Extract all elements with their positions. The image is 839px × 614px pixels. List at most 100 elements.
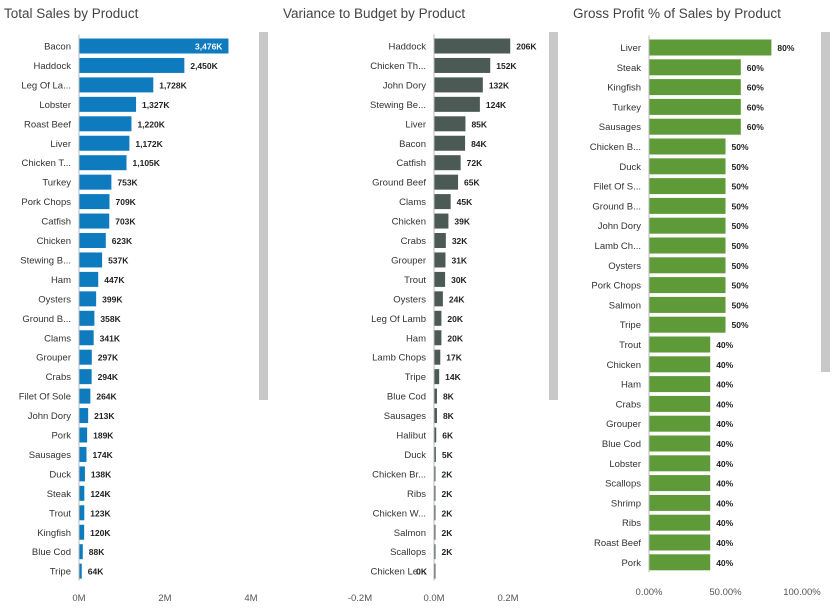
sales-bar[interactable] (79, 213, 110, 229)
variance-bar[interactable] (434, 135, 466, 151)
profit-bar[interactable] (649, 554, 711, 571)
variance-data-label: 2K (442, 508, 454, 518)
variance-bar[interactable] (434, 57, 491, 73)
profit-bar[interactable] (649, 475, 711, 492)
profit-bar[interactable] (649, 217, 726, 234)
profit-bar[interactable] (649, 494, 711, 511)
sales-bar[interactable] (79, 116, 132, 132)
variance-bar[interactable] (434, 252, 446, 268)
sales-bar[interactable] (79, 427, 88, 443)
variance-bar[interactable] (434, 330, 442, 346)
variance-category-label: Tripe (405, 372, 426, 383)
variance-bar[interactable] (434, 446, 436, 462)
profit-bar[interactable] (649, 178, 726, 195)
variance-bar[interactable] (434, 427, 437, 443)
variance-bar[interactable] (434, 485, 436, 501)
variance-category-label: Duck (404, 450, 426, 461)
variance-data-label: 6K (442, 431, 454, 441)
profit-bar[interactable] (649, 237, 726, 254)
profit-bar[interactable] (649, 376, 711, 393)
sales-scrollbar[interactable] (259, 32, 268, 400)
sales-bar[interactable] (79, 408, 89, 424)
variance-category-label: Oysters (393, 294, 426, 305)
profit-bar[interactable] (649, 534, 711, 551)
variance-bar[interactable] (434, 369, 440, 385)
variance-bar[interactable] (434, 310, 442, 326)
profit-bar[interactable] (649, 59, 741, 76)
sales-bar[interactable] (79, 466, 85, 482)
profit-bar[interactable] (649, 138, 726, 155)
profit-bar[interactable] (649, 98, 741, 115)
sales-bar[interactable] (79, 57, 185, 73)
sales-bar[interactable] (79, 330, 94, 346)
variance-bar[interactable] (434, 77, 483, 93)
sales-bar[interactable] (79, 96, 137, 112)
sales-bar[interactable] (79, 446, 87, 462)
profit-bar[interactable] (649, 336, 711, 353)
variance-bar[interactable] (434, 271, 446, 287)
sales-category-label: Liver (50, 139, 71, 150)
variance-category-label: Leg Of Lamb (371, 314, 426, 325)
variance-bar[interactable] (434, 116, 466, 132)
profit-bar[interactable] (649, 296, 726, 313)
profit-bar[interactable] (649, 158, 726, 175)
variance-bar[interactable] (434, 213, 449, 229)
variance-bar[interactable] (434, 544, 436, 560)
sales-bar[interactable] (79, 485, 85, 501)
variance-scrollbar[interactable] (549, 32, 558, 400)
sales-bar[interactable] (79, 174, 112, 190)
profit-category-label: Chicken B... (590, 142, 641, 153)
sales-category-label: Chicken T... (22, 158, 71, 169)
profit-bar[interactable] (649, 395, 711, 412)
sales-bar[interactable] (79, 38, 229, 54)
profit-bar[interactable] (649, 316, 726, 333)
sales-category-label: Turkey (42, 178, 71, 189)
variance-bar[interactable] (434, 194, 451, 210)
sales-bar[interactable] (79, 505, 85, 521)
sales-bar[interactable] (79, 77, 154, 93)
sales-bar[interactable] (79, 310, 95, 326)
profit-bar[interactable] (649, 455, 711, 472)
variance-bar[interactable] (434, 408, 437, 424)
variance-bar[interactable] (434, 38, 511, 54)
profit-category-label: Tripe (620, 320, 641, 331)
variance-category-label: Blue Cod (387, 392, 426, 403)
sales-bar[interactable] (79, 233, 106, 248)
variance-bar[interactable] (434, 388, 437, 404)
sales-bar[interactable] (79, 349, 92, 365)
sales-bar[interactable] (79, 135, 130, 151)
sales-bar[interactable] (79, 388, 91, 404)
variance-bar[interactable] (434, 563, 436, 579)
profit-scrollbar[interactable] (821, 32, 830, 372)
variance-bar[interactable] (434, 96, 480, 112)
sales-bar[interactable] (79, 524, 85, 540)
sales-bar[interactable] (79, 544, 83, 560)
variance-bar[interactable] (434, 524, 436, 540)
sales-data-label: 341K (100, 333, 121, 343)
variance-bar[interactable] (434, 291, 443, 307)
profit-bar[interactable] (649, 39, 772, 56)
profit-bar[interactable] (649, 415, 711, 432)
profit-bar[interactable] (649, 356, 711, 373)
sales-bar[interactable] (79, 194, 110, 210)
variance-bar[interactable] (434, 466, 436, 482)
sales-bar[interactable] (79, 271, 99, 287)
sales-bar[interactable] (79, 563, 82, 579)
profit-bar[interactable] (649, 277, 726, 294)
variance-data-label: 132K (489, 80, 510, 90)
profit-bar[interactable] (649, 514, 711, 531)
variance-bar[interactable] (434, 155, 461, 171)
sales-bar[interactable] (79, 155, 127, 171)
profit-bar[interactable] (649, 118, 741, 135)
sales-bar[interactable] (79, 252, 103, 268)
sales-bar[interactable] (79, 369, 92, 385)
variance-bar[interactable] (434, 233, 446, 248)
variance-bar[interactable] (434, 349, 441, 365)
sales-bar[interactable] (79, 291, 97, 307)
profit-bar[interactable] (649, 79, 741, 96)
variance-bar[interactable] (434, 505, 436, 521)
profit-bar[interactable] (649, 435, 711, 452)
variance-bar[interactable] (434, 174, 459, 190)
profit-bar[interactable] (649, 197, 726, 214)
profit-bar[interactable] (649, 257, 726, 274)
